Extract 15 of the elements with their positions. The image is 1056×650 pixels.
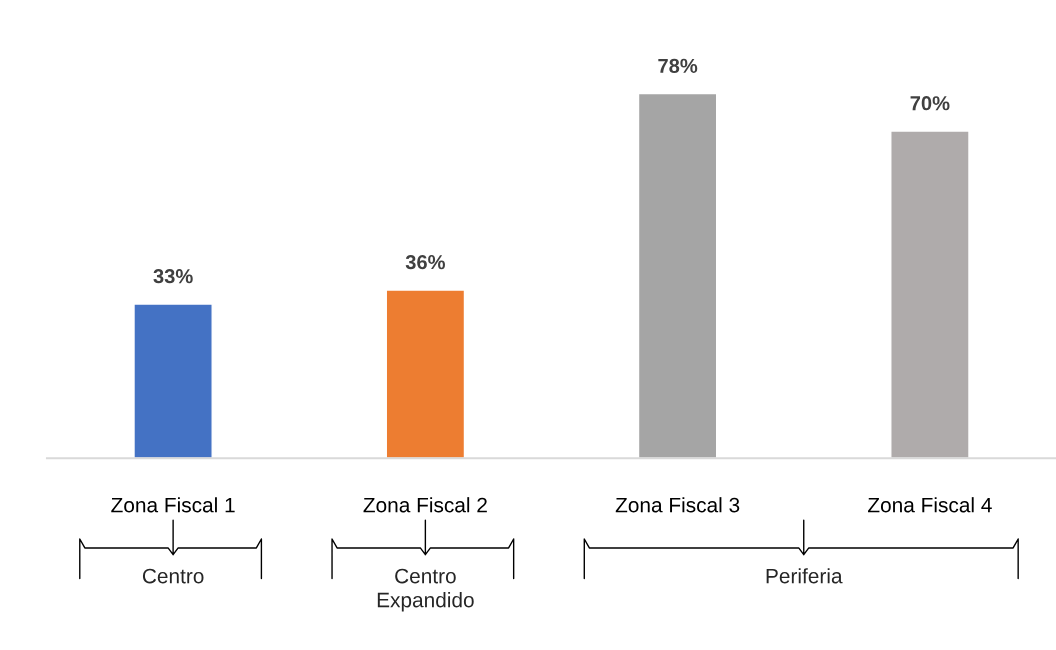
x-tick-label: Zona Fiscal 3 <box>615 497 740 513</box>
x-tick-label: Zona Fiscal 1 <box>111 497 235 513</box>
text: Periferia <box>766 568 843 584</box>
data-label: 36% <box>405 255 445 270</box>
x-tick-label: Zona Fiscal 4 <box>868 497 992 513</box>
text: Centro Expandido <box>377 568 474 612</box>
data-label: 78% <box>658 58 698 73</box>
data-label: 33% <box>153 269 193 284</box>
text: Centro <box>142 568 204 584</box>
bar <box>890 130 970 459</box>
data-label: 70% <box>910 96 950 111</box>
bar <box>133 303 213 459</box>
x-tick-label: Zona Fiscal 2 <box>363 497 487 513</box>
bar <box>385 289 466 459</box>
bar <box>637 92 718 459</box>
